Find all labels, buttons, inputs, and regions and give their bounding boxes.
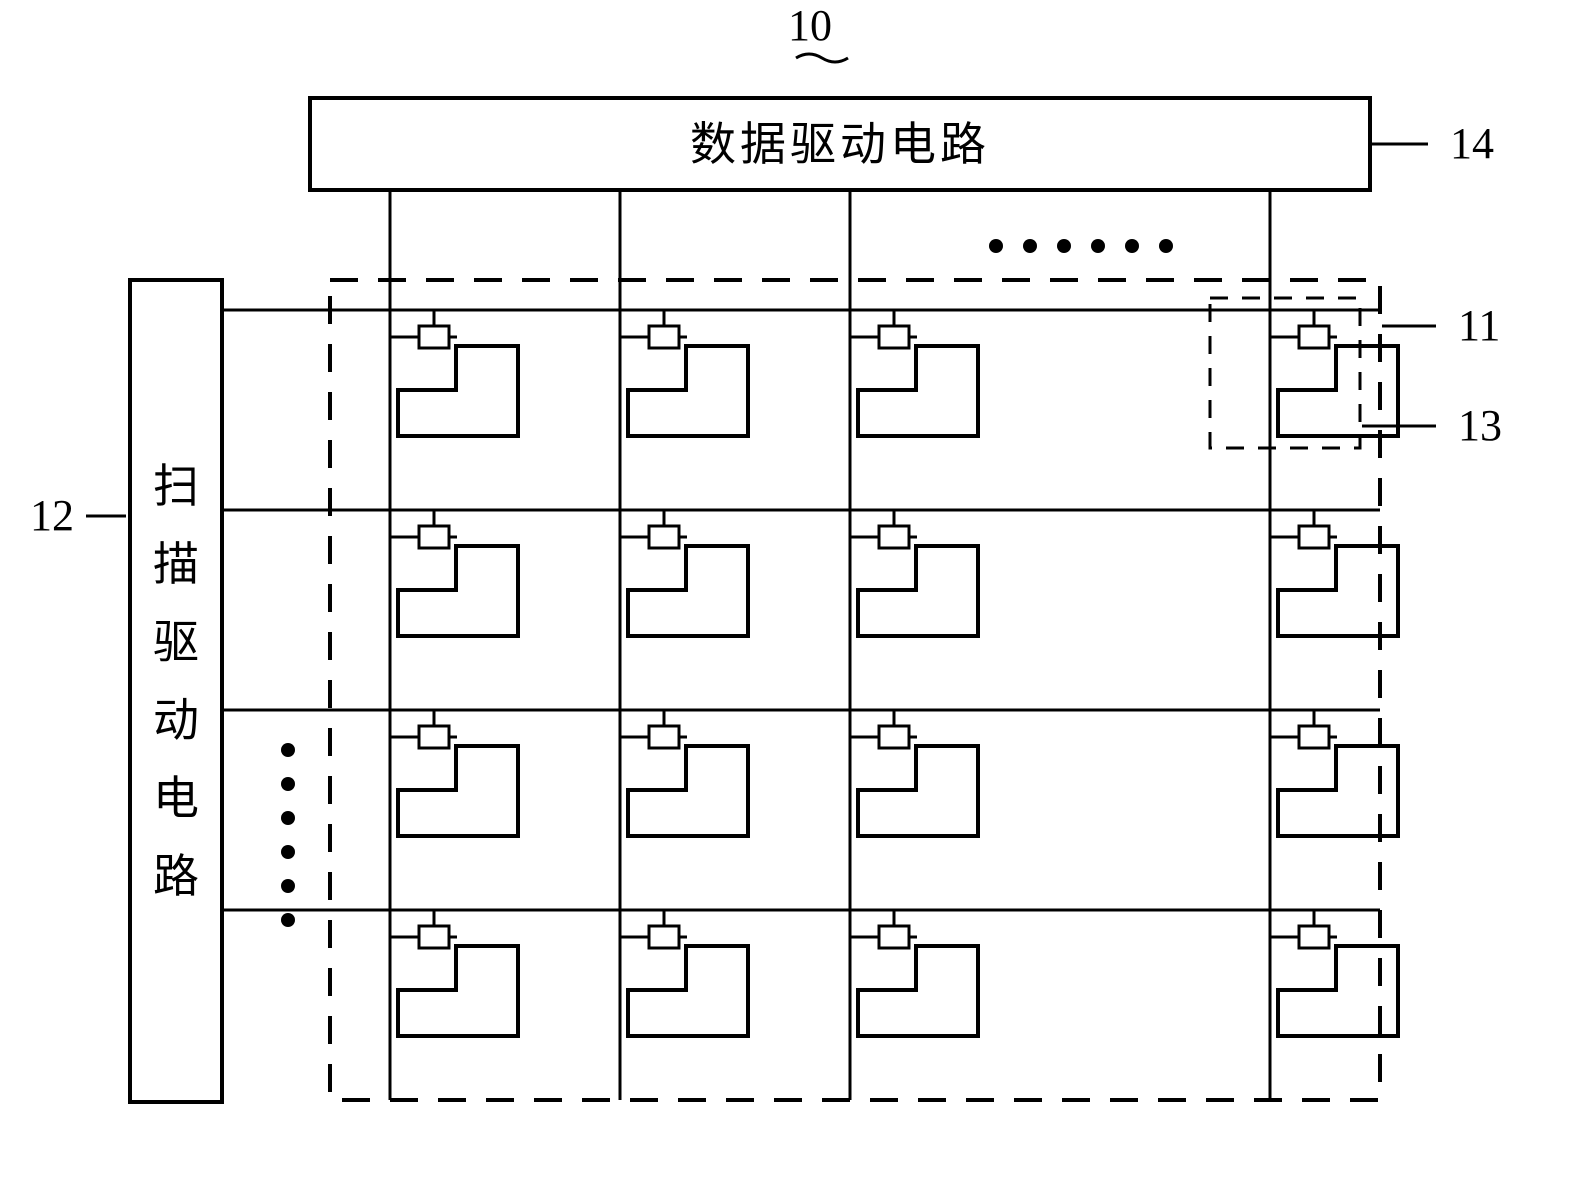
- scan-driver-label-char: 动: [153, 695, 199, 746]
- ellipsis-dot: [281, 913, 295, 927]
- ellipsis-dot: [989, 239, 1003, 253]
- ellipsis-dot: [1057, 239, 1071, 253]
- figure-ref-10: 10: [788, 1, 832, 50]
- scan-driver-label-char: 路: [153, 851, 199, 902]
- ref-12: 12: [30, 491, 74, 540]
- ellipsis-dot: [1091, 239, 1105, 253]
- ellipsis-dot: [281, 777, 295, 791]
- scan-driver-label-char: 描: [153, 539, 199, 590]
- ref-11: 11: [1458, 301, 1500, 350]
- ellipsis-dot: [1125, 239, 1139, 253]
- scan-driver-label-char: 电: [153, 773, 199, 824]
- ellipsis-dot: [281, 743, 295, 757]
- ellipsis-dot: [281, 811, 295, 825]
- scan-driver-label-char: 扫: [153, 461, 199, 512]
- ellipsis-dot: [281, 845, 295, 859]
- ellipsis-dot: [1159, 239, 1173, 253]
- data-driver-label: 数据驱动电路: [690, 119, 990, 170]
- scan-driver-label-char: 驱: [153, 617, 199, 668]
- ellipsis-dot: [1023, 239, 1037, 253]
- ellipsis-dot: [281, 879, 295, 893]
- display-driver-diagram: 10 数据驱动电路 14 扫描驱动电路 12 11 13: [0, 0, 1581, 1178]
- ref-13: 13: [1458, 401, 1502, 450]
- ref-14: 14: [1450, 119, 1494, 168]
